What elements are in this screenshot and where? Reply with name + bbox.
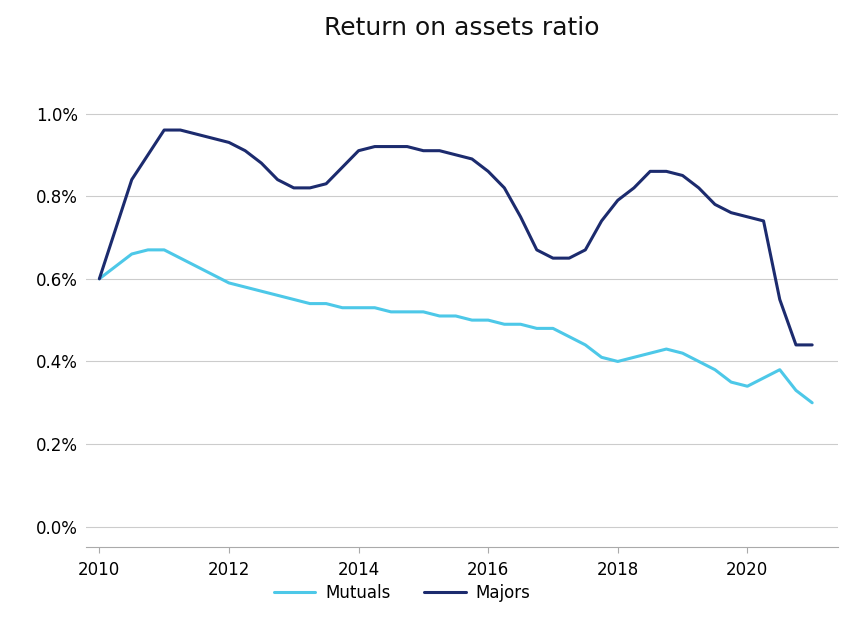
Majors (709, 200, 720, 208)
Mutuals (467, 316, 477, 324)
Mutuals (224, 279, 234, 287)
Majors (694, 184, 704, 192)
Mutuals (94, 275, 105, 283)
Mutuals (450, 312, 461, 320)
Mutuals (548, 325, 558, 332)
Mutuals (515, 321, 525, 328)
Mutuals (580, 341, 590, 349)
Mutuals (677, 349, 688, 357)
Majors (791, 341, 801, 349)
Majors (774, 296, 785, 303)
Majors (661, 167, 671, 175)
Majors (240, 147, 251, 155)
Mutuals (645, 349, 655, 357)
Mutuals (483, 316, 493, 324)
Mutuals (694, 357, 704, 365)
Majors (613, 196, 623, 204)
Majors (807, 341, 817, 349)
Majors (385, 143, 396, 151)
Majors (450, 151, 461, 158)
Mutuals (175, 254, 186, 262)
Mutuals (807, 399, 817, 406)
Majors (159, 126, 169, 134)
Mutuals (385, 308, 396, 316)
Majors (370, 143, 380, 151)
Majors (515, 213, 525, 221)
Mutuals (191, 263, 201, 270)
Majors (224, 138, 234, 146)
Mutuals (435, 312, 445, 320)
Legend: Mutuals, Majors: Mutuals, Majors (267, 577, 537, 609)
Majors (564, 254, 575, 262)
Mutuals (370, 304, 380, 312)
Line: Mutuals: Mutuals (99, 250, 812, 402)
Majors (402, 143, 412, 151)
Mutuals (596, 354, 607, 361)
Mutuals (240, 283, 251, 291)
Majors (256, 159, 266, 167)
Mutuals (337, 304, 347, 312)
Mutuals (143, 246, 153, 254)
Majors (207, 135, 218, 142)
Mutuals (613, 357, 623, 365)
Title: Return on assets ratio: Return on assets ratio (325, 16, 600, 40)
Majors (191, 130, 201, 138)
Mutuals (126, 250, 137, 258)
Majors (580, 246, 590, 254)
Mutuals (207, 270, 218, 278)
Mutuals (661, 345, 671, 353)
Majors (321, 180, 331, 187)
Majors (483, 167, 493, 175)
Majors (272, 176, 283, 184)
Mutuals (289, 296, 299, 303)
Mutuals (531, 325, 542, 332)
Mutuals (709, 366, 720, 374)
Mutuals (629, 354, 639, 361)
Majors (175, 126, 186, 134)
Majors (531, 246, 542, 254)
Mutuals (159, 246, 169, 254)
Mutuals (256, 287, 266, 295)
Majors (645, 167, 655, 175)
Majors (353, 147, 364, 155)
Majors (467, 155, 477, 163)
Majors (548, 254, 558, 262)
Mutuals (402, 308, 412, 316)
Majors (677, 172, 688, 180)
Majors (759, 217, 769, 225)
Mutuals (272, 292, 283, 299)
Majors (126, 176, 137, 184)
Mutuals (726, 378, 736, 386)
Majors (435, 147, 445, 155)
Mutuals (774, 366, 785, 374)
Mutuals (499, 321, 510, 328)
Majors (143, 151, 153, 158)
Mutuals (791, 386, 801, 394)
Majors (499, 184, 510, 192)
Mutuals (742, 383, 753, 390)
Majors (111, 225, 121, 233)
Majors (305, 184, 315, 192)
Majors (596, 217, 607, 225)
Mutuals (321, 299, 331, 307)
Majors (94, 275, 105, 283)
Majors (629, 184, 639, 192)
Majors (289, 184, 299, 192)
Line: Majors: Majors (99, 130, 812, 345)
Mutuals (305, 299, 315, 307)
Mutuals (564, 333, 575, 341)
Mutuals (111, 263, 121, 270)
Mutuals (759, 374, 769, 382)
Mutuals (418, 308, 429, 316)
Majors (742, 213, 753, 221)
Majors (726, 209, 736, 216)
Majors (337, 164, 347, 171)
Majors (418, 147, 429, 155)
Mutuals (353, 304, 364, 312)
